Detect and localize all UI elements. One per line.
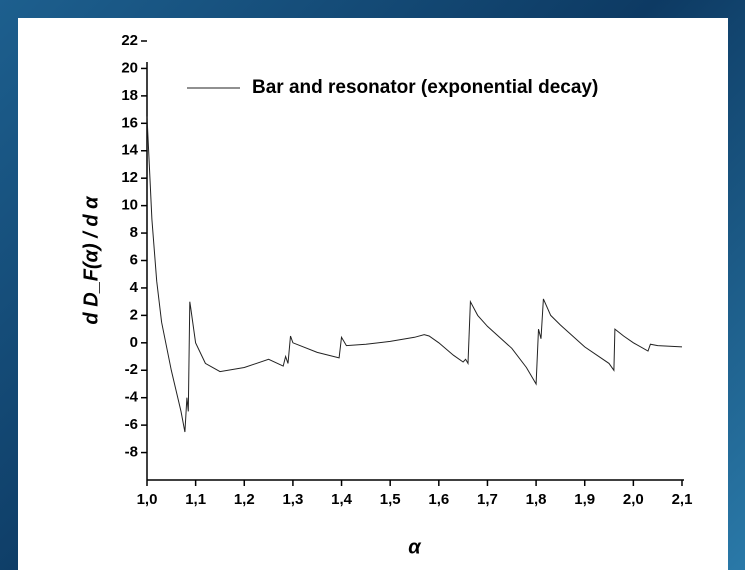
y-axis-label: d D_F(α) / d α [80, 195, 102, 325]
y-tick-label: 22 [121, 32, 138, 49]
y-tick-label: 6 [130, 251, 138, 268]
x-tick-label: 2,0 [623, 491, 644, 508]
y-tick-label: 8 [130, 224, 138, 241]
x-tick-label: 1,1 [185, 491, 206, 508]
x-tick-label: 2,1 [672, 491, 693, 508]
x-tick-label: 1,4 [331, 491, 353, 508]
x-axis-label: α [408, 536, 422, 558]
y-tick-label: 18 [121, 87, 138, 104]
y-tick-label: -6 [125, 416, 138, 433]
y-tick-label: 0 [130, 334, 138, 351]
y-tick-label: 14 [121, 142, 138, 159]
x-tick-label: 1,7 [477, 491, 498, 508]
y-tick-label: 10 [121, 197, 138, 214]
x-tick-label: 1,0 [137, 491, 158, 508]
x-tick-label: 1,3 [282, 491, 303, 508]
x-tick-label: 1,6 [428, 491, 449, 508]
x-tick-label: 1,8 [526, 491, 547, 508]
y-tick-label: 4 [130, 279, 139, 296]
y-tick-label: 16 [121, 114, 138, 131]
y-tick-label: -4 [125, 389, 139, 406]
panel [18, 18, 728, 570]
x-tick-label: 1,9 [574, 491, 595, 508]
y-tick-label: 2 [130, 306, 138, 323]
x-tick-label: 1,2 [234, 491, 255, 508]
legend-label: Bar and resonator (exponential decay) [252, 77, 598, 98]
y-tick-label: -2 [125, 361, 138, 378]
data-line [146, 116, 683, 433]
x-tick-label: 1,5 [380, 491, 401, 508]
y-tick-label: 20 [121, 59, 138, 76]
y-tick-label: -8 [125, 444, 138, 461]
y-tick-label: 12 [121, 169, 138, 186]
